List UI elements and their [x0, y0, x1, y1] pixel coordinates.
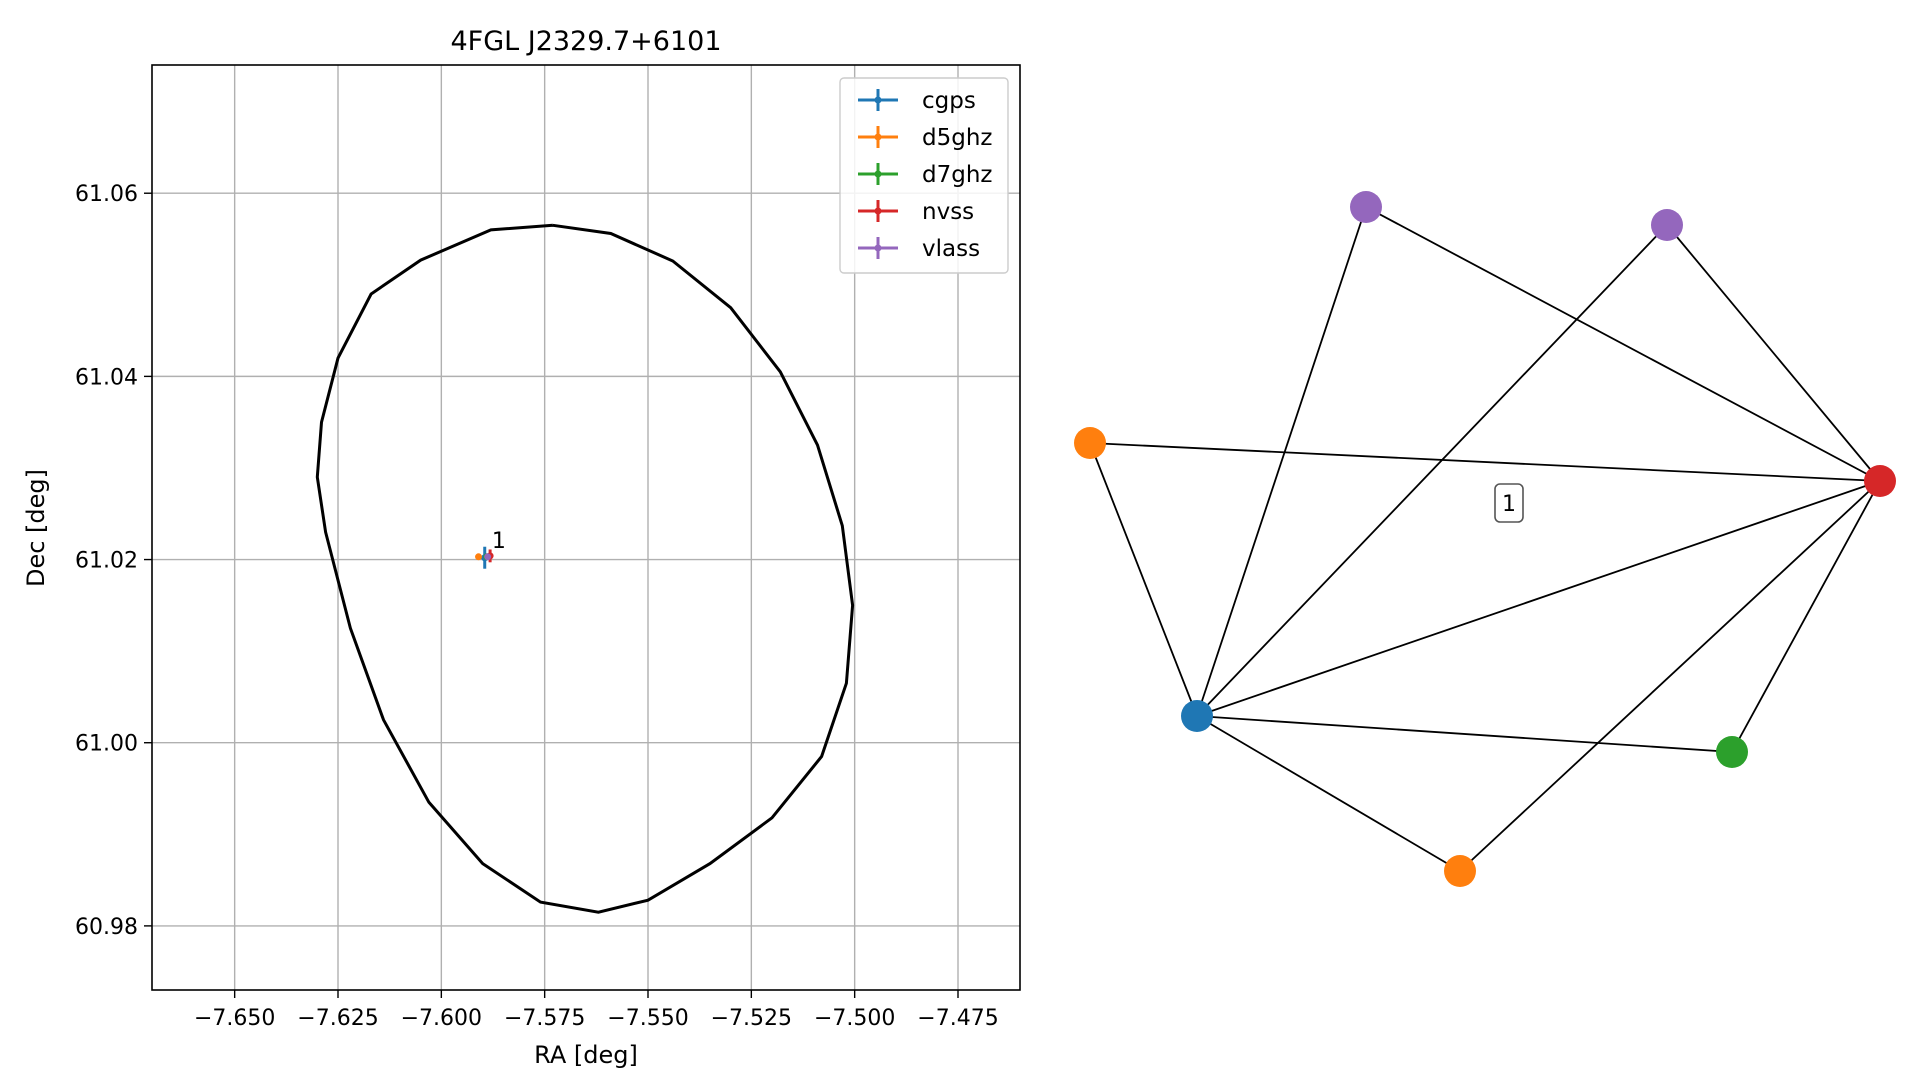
- graph-edge: [1666, 224, 1881, 482]
- x-tick-label: −7.600: [401, 1006, 482, 1031]
- graph-node-d5ghz_2: [1444, 855, 1476, 887]
- graph-edge: [1196, 715, 1461, 872]
- legend-box: [839, 77, 1009, 274]
- legend-label: nvss: [922, 199, 974, 225]
- y-axis-label: Dec [deg]: [22, 469, 50, 587]
- x-axis-label: RA [deg]: [534, 1041, 638, 1069]
- graph-edge: [1365, 206, 1881, 482]
- y-tick-label: 61.06: [75, 182, 138, 207]
- x-tick-label: −7.625: [297, 1006, 378, 1031]
- legend-entry-nvss: nvss: [858, 199, 974, 225]
- graph-edge: [1459, 480, 1881, 872]
- y-tick-label: 61.02: [75, 549, 138, 574]
- x-tick-label: −7.650: [194, 1006, 275, 1031]
- legend-label: vlass: [922, 236, 980, 262]
- legend-entry-d5ghz: d5ghz: [858, 125, 992, 151]
- graph-node-vlass_2: [1651, 209, 1683, 241]
- ellipse-outline: [315, 223, 855, 914]
- graph-node-d7ghz_1: [1716, 736, 1748, 768]
- graph-edge: [1196, 224, 1668, 717]
- x-tick-label: −7.525: [711, 1006, 792, 1031]
- y-tick-label: 60.98: [75, 915, 138, 940]
- localization-ellipse: [315, 223, 855, 914]
- y-tick-label: 61.04: [75, 365, 138, 390]
- x-tick-label: −7.500: [814, 1006, 895, 1031]
- x-tick-label: −7.550: [607, 1006, 688, 1031]
- chart-title: 4FGL J2329.7+6101: [450, 26, 721, 57]
- graph-node-cgps_1: [1181, 700, 1213, 732]
- point-d5ghz: [475, 553, 483, 561]
- legend: cgps d5ghz d7ghz nvss vlass: [839, 77, 1009, 274]
- graph-edges: [1089, 206, 1881, 872]
- x-tick-label: −7.575: [504, 1006, 585, 1031]
- point-vlass: [484, 553, 492, 561]
- legend-entry-vlass: vlass: [858, 236, 980, 262]
- graph-cluster-label: 1: [1494, 483, 1524, 523]
- legend-label: cgps: [922, 88, 976, 114]
- plot-frame: [151, 64, 1021, 991]
- graph-edge: [1196, 715, 1733, 753]
- graph-nodes: [1074, 191, 1896, 887]
- graph-labels: 1: [1494, 483, 1524, 523]
- legend-entry-cgps: cgps: [858, 88, 976, 114]
- association-graph: 1: [1074, 191, 1896, 887]
- graph-node-d5ghz_1: [1074, 427, 1106, 459]
- legend-label: d7ghz: [922, 162, 992, 188]
- graph-node-nvss_1: [1864, 465, 1896, 497]
- graph-edge: [1089, 442, 1198, 717]
- x-tick-label: −7.475: [917, 1006, 998, 1031]
- graph-node-vlass_1: [1350, 191, 1382, 223]
- legend-entry-d7ghz: d7ghz: [858, 162, 992, 188]
- graph-edge: [1089, 442, 1881, 482]
- sky-position-plot: 1 −7.650 −7.625 −7.600 −7.575 −7.550 −7.525 −7…: [22, 26, 1021, 1069]
- source-points: [475, 546, 494, 569]
- svg-text:1: 1: [1502, 492, 1516, 517]
- graph-edge: [1196, 480, 1881, 717]
- graph-edge: [1731, 480, 1881, 753]
- y-ticks: 60.98 61.00 61.02 61.04 61.06: [75, 182, 152, 940]
- x-ticks: −7.650 −7.625 −7.600 −7.575 −7.550 −7.525 −7.5…: [194, 990, 999, 1031]
- y-tick-label: 61.00: [75, 732, 138, 757]
- annotations: 1: [492, 529, 506, 554]
- point-annotation: 1: [492, 529, 506, 554]
- legend-label: d5ghz: [922, 125, 992, 151]
- graph-edge: [1196, 206, 1367, 717]
